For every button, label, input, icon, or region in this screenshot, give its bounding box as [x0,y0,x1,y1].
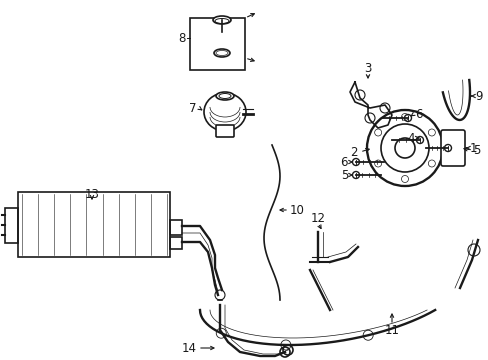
Text: 3: 3 [364,62,371,75]
Text: 7: 7 [188,102,196,114]
Bar [170,237,182,249]
Text: 13: 13 [84,188,99,201]
FancyBboxPatch shape [440,130,464,166]
Bar [190,18,244,70]
Text: 5: 5 [472,144,479,157]
Bar [5,208,18,243]
Text: 10: 10 [289,203,304,216]
Text: 1: 1 [469,141,476,154]
Text: 14: 14 [182,342,197,355]
Bar [170,220,182,235]
Text: 11: 11 [384,324,399,337]
Text: 4: 4 [407,131,414,144]
Text: 12: 12 [310,212,325,225]
Text: 6: 6 [414,108,422,121]
Text: 2: 2 [350,145,357,158]
Ellipse shape [216,92,234,100]
Ellipse shape [203,93,245,131]
Bar [18,192,170,257]
Text: 6: 6 [340,156,347,168]
Text: 8: 8 [178,32,185,45]
FancyBboxPatch shape [216,125,234,137]
Text: 9: 9 [474,90,482,103]
Text: 5: 5 [340,168,347,181]
Ellipse shape [213,16,230,24]
